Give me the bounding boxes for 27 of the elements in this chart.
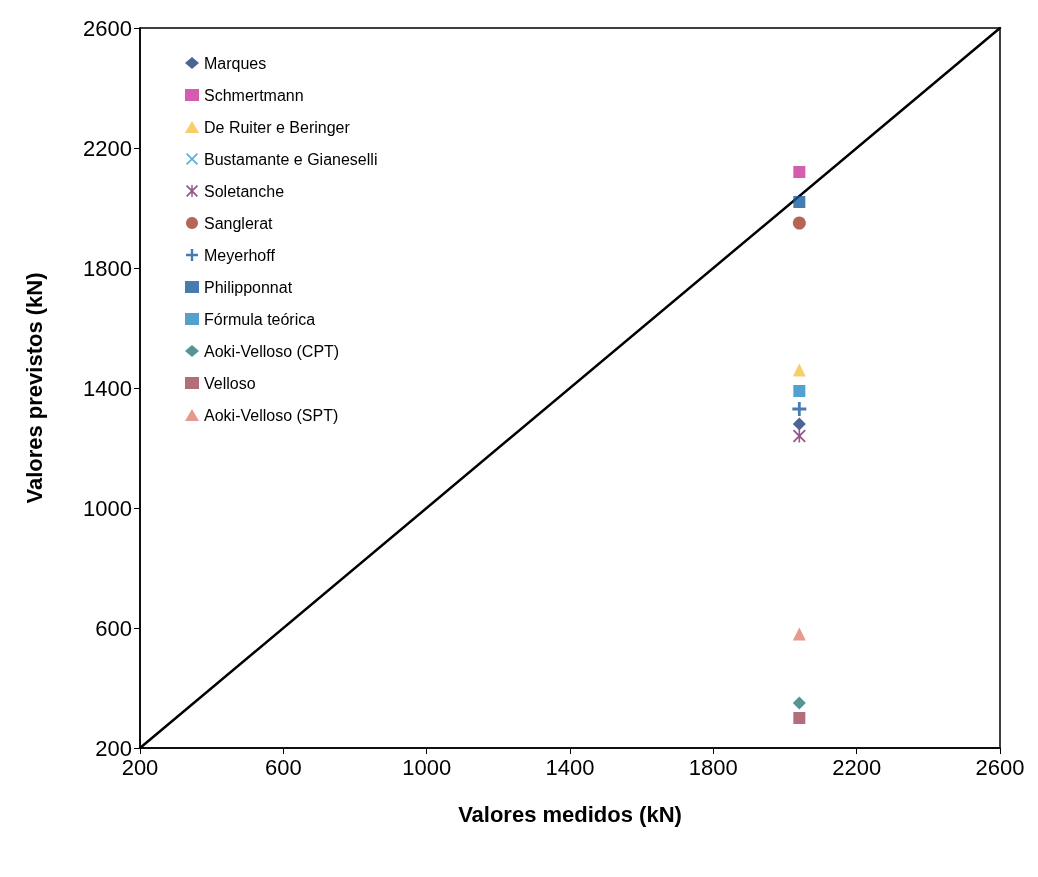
y-tick-label: 1400 [83,375,132,401]
y-axis-title: Valores previstos (kN) [21,272,47,504]
legend-label: De Ruiter e Beringer [204,118,351,136]
y-tick-label: 2200 [83,135,132,161]
y-tick-label: 200 [95,735,132,761]
legend-label: Philipponnat [204,278,293,296]
y-tick-label: 1800 [83,255,132,281]
legend-label: Aoki-Velloso (CPT) [204,342,340,360]
y-tick-label: 600 [95,615,132,641]
legend-label: Bustamante e Gianeselli [204,150,378,168]
legend-label: Soletanche [204,182,285,200]
x-tick-label: 1800 [688,754,738,780]
x-tick-label: 1000 [402,754,452,780]
x-tick-label: 600 [264,754,302,780]
legend-label: Velloso [204,374,256,392]
legend-label: Aoki-Velloso (SPT) [204,406,339,424]
legend-label: Sanglerat [204,214,274,232]
x-tick-label: 2600 [975,754,1025,780]
legend-label: Marques [204,54,267,72]
legend-label: Schmertmann [204,86,304,104]
x-tick-label: 2200 [832,754,882,780]
x-axis-title: Valores medidos (kN) [458,801,682,827]
y-tick-label: 2600 [83,15,132,41]
legend-label: Meyerhoff [204,246,276,264]
legend-label: Fórmula teórica [204,310,316,328]
y-tick-label: 1000 [83,495,132,521]
x-tick-label: 1400 [545,754,595,780]
